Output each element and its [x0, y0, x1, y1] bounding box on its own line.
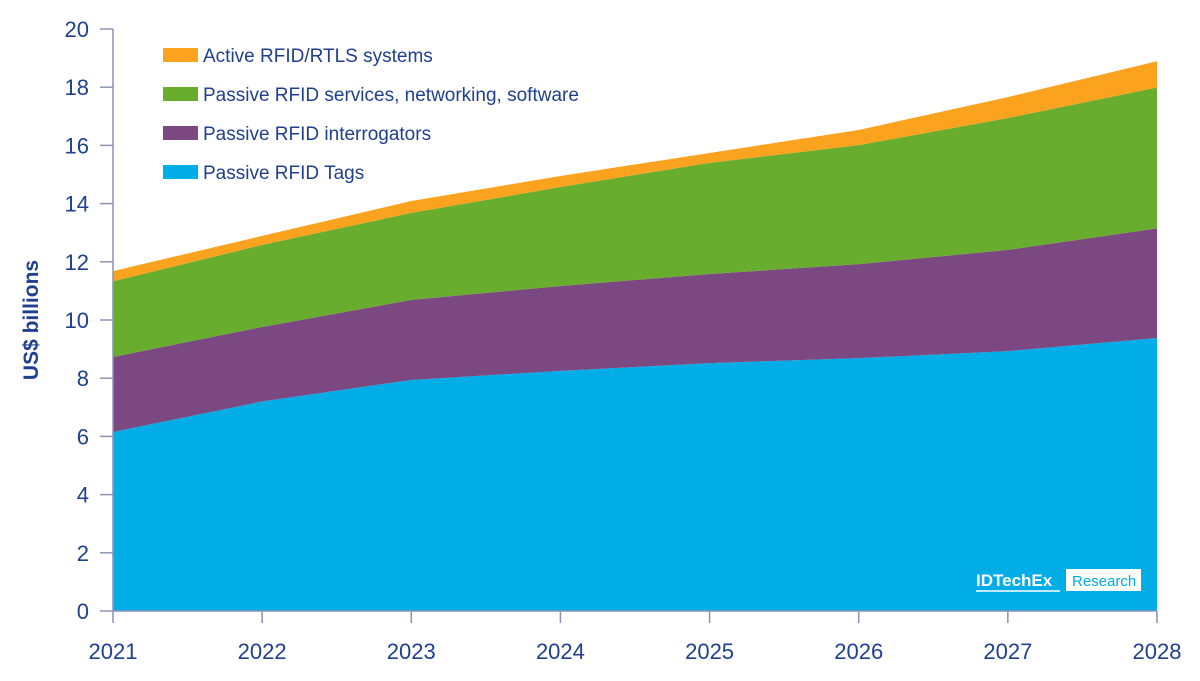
y-tick-label: 6: [77, 424, 89, 449]
legend-label: Passive RFID Tags: [203, 163, 364, 184]
areas: [113, 61, 1157, 611]
y-tick-label: 14: [65, 192, 89, 217]
x-tick-label: 2027: [983, 639, 1032, 664]
y-tick-label: 20: [65, 17, 89, 42]
area-passive-rfid-interrogators: [113, 228, 1157, 433]
legend-swatch: [163, 165, 198, 179]
x-tick-label: 2025: [685, 639, 734, 664]
legend-item: Passive RFID interrogators: [163, 124, 431, 145]
y-tick-label: 0: [77, 599, 89, 624]
x-tick-label: 2028: [1133, 639, 1182, 664]
legend-swatch: [163, 48, 198, 62]
area-passive-rfid-services-networking-software: [113, 87, 1157, 357]
legend-item: Passive RFID services, networking, softw…: [163, 85, 579, 106]
y-tick-label: 2: [77, 541, 89, 566]
area-passive-rfid-tags: [113, 338, 1157, 611]
x-tick-label: 2026: [834, 639, 883, 664]
y-tick-label: 10: [65, 308, 89, 333]
y-tick-label: 12: [65, 250, 89, 275]
legend-item: Passive RFID Tags: [163, 163, 364, 184]
logo-tag: Research: [1072, 573, 1136, 590]
x-tick-label: 2023: [387, 639, 436, 664]
x-tick-label: 2024: [536, 639, 585, 664]
area-active-rfid-rtls-systems: [113, 61, 1157, 282]
legend-label: Passive RFID services, networking, softw…: [203, 85, 579, 106]
y-axis-label: US$ billions: [20, 260, 43, 380]
y-tick-label: 8: [77, 366, 89, 391]
x-tick-label: 2022: [238, 639, 287, 664]
axes: 0 2 4 6 8 10 12 14 16 18 20 2021 2022 2023 2024 2025 202…: [65, 17, 1182, 664]
y-tick-label: 18: [65, 75, 89, 100]
legend-label: Active RFID/RTLS systems: [203, 46, 433, 67]
x-tick-label: 2021: [89, 639, 138, 664]
legend-label: Passive RFID interrogators: [203, 124, 431, 145]
legend-item: Active RFID/RTLS systems: [163, 46, 433, 67]
idtechex-logo: IDTechEx Research: [976, 569, 1141, 592]
legend-swatch: [163, 126, 198, 140]
legend: Active RFID/RTLS systems Passive RFID ser…: [163, 46, 579, 184]
y-tick-label: 4: [77, 483, 89, 508]
y-tick-label: 16: [65, 133, 89, 158]
legend-swatch: [163, 87, 198, 101]
logo-brand: IDTechEx: [976, 571, 1053, 590]
